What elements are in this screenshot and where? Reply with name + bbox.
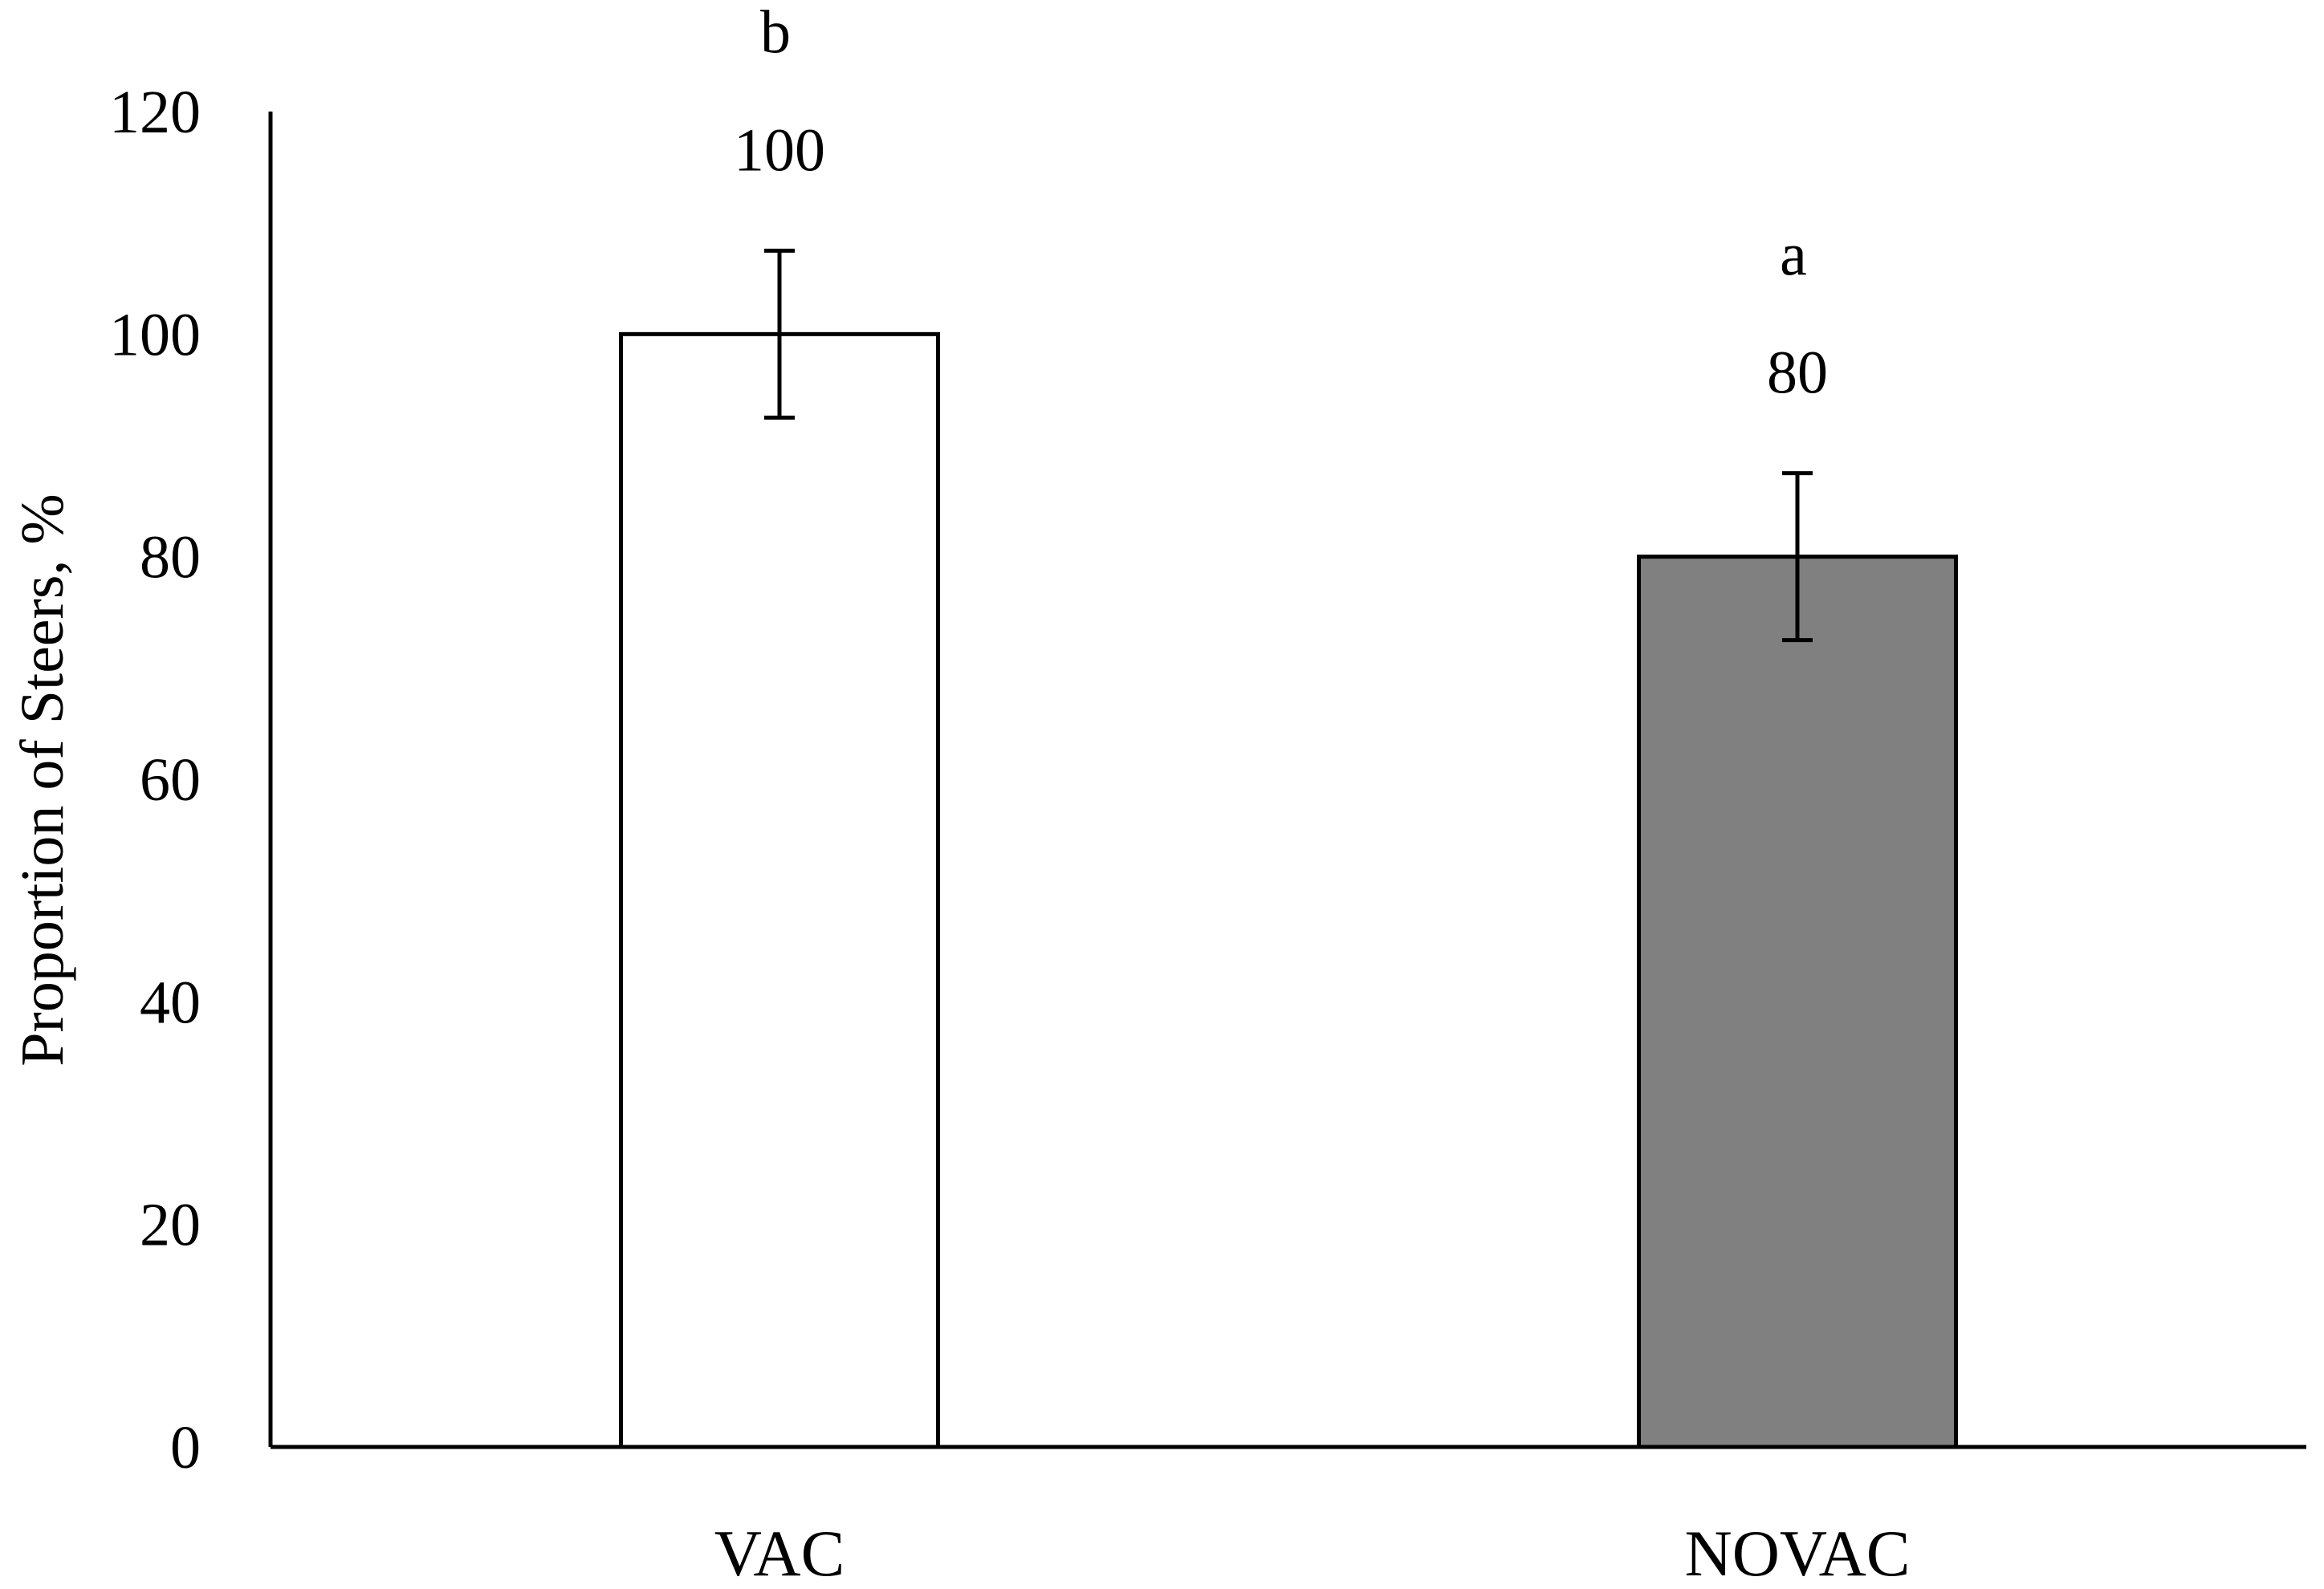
y-tick-label: 0 — [170, 1414, 201, 1481]
y-tick-label: 120 — [109, 79, 201, 146]
error-bars — [764, 248, 1813, 643]
value-label: 100 — [734, 116, 825, 184]
value-label: 80 — [1767, 339, 1828, 407]
category-label: VAC — [714, 1517, 845, 1589]
y-tick-label: 80 — [140, 524, 201, 591]
bar-vac — [619, 331, 940, 1449]
bars — [619, 331, 1958, 1449]
data-labels: 100 b 80 a — [734, 0, 1828, 407]
significance-letter: a — [1780, 221, 1807, 289]
y-tick-label: 60 — [140, 746, 201, 814]
y-axis-title: Proportion of Steers, % — [9, 494, 76, 1066]
y-tick-label: 100 — [109, 301, 201, 368]
y-tick-label: 20 — [140, 1192, 201, 1259]
y-tick-label: 40 — [140, 969, 201, 1036]
category-label: NOVAC — [1685, 1517, 1911, 1589]
bar-novac — [1637, 555, 1958, 1449]
y-axis-ticks: 0 20 40 60 80 100 120 — [109, 79, 201, 1481]
x-axis-categories: VAC NOVAC — [714, 1517, 1911, 1589]
significance-letter: b — [760, 0, 791, 66]
